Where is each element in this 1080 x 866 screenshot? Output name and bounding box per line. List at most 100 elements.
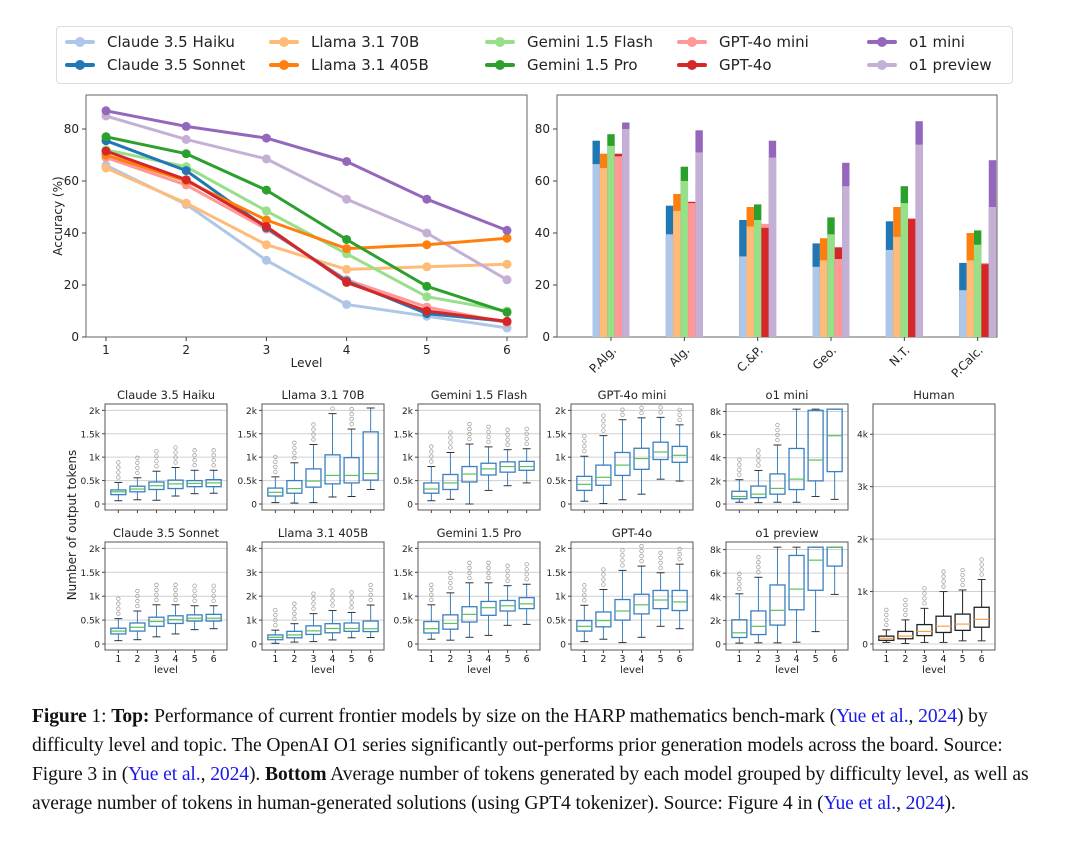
outlier [448, 585, 453, 590]
legend-line-marker-icon [867, 37, 897, 47]
outlier [505, 578, 510, 583]
outlier [429, 587, 434, 592]
citation-link[interactable]: Yue et al. [823, 793, 897, 814]
outlier [429, 454, 434, 459]
x-axis-label: level [311, 665, 335, 676]
y-tick-label: 0 [251, 501, 257, 511]
outlier [524, 436, 529, 441]
series-line [105, 149, 508, 323]
outlier [154, 597, 159, 602]
bar-group-p-alg- [592, 122, 630, 337]
x-tick-label: P.Calc. [949, 343, 986, 380]
panel-title: o1 mini [766, 388, 809, 402]
outlier [116, 465, 121, 470]
outlier [467, 436, 472, 442]
y-tick-label: 0.5k [80, 617, 100, 627]
series-line [105, 166, 508, 271]
x-tick-label: 6 [677, 654, 683, 665]
outlier [116, 475, 121, 480]
outlier [349, 416, 354, 422]
outlier [737, 457, 742, 462]
outlier [737, 581, 742, 586]
outlier [903, 612, 908, 618]
x-axis-label: level [775, 665, 799, 676]
box [480, 600, 497, 616]
outlier [922, 591, 927, 596]
outlier [524, 567, 529, 572]
x-tick-label: 5 [505, 654, 511, 665]
x-tick-label: 3 [921, 654, 927, 665]
legend-item: Gemini 1.5 Flash [485, 33, 653, 51]
outlier [620, 558, 625, 563]
data-point [181, 166, 191, 176]
x-tick-label: 4 [343, 343, 351, 357]
legend-line-marker-icon [677, 37, 707, 47]
x-tick-label: 2 [134, 654, 140, 665]
bar [607, 145, 615, 337]
citation-year-link[interactable]: 2024 [210, 764, 249, 785]
outlier [620, 553, 625, 558]
box [788, 554, 805, 611]
outlier [429, 582, 434, 587]
citation-link[interactable]: Yue et al. [836, 706, 909, 727]
box [614, 451, 631, 477]
outlier [486, 434, 491, 440]
outlier [524, 426, 529, 431]
outlier [116, 596, 121, 601]
outlier [775, 437, 780, 443]
y-tick-label: 0 [251, 641, 257, 651]
outlier [116, 470, 121, 475]
citation-year-link[interactable]: 2024 [905, 793, 945, 814]
outlier [903, 602, 908, 608]
citation-year-link[interactable]: 2024 [918, 706, 957, 727]
bar [680, 181, 689, 337]
box [518, 596, 535, 610]
x-tick-label: 2 [291, 654, 297, 665]
outlier [486, 570, 491, 575]
figure-caption: Figure 1: Top: Performance of current fr… [32, 706, 1029, 814]
outlier [505, 437, 510, 442]
outlier [884, 607, 889, 612]
series-line [105, 109, 508, 232]
y-tick-label: 0 [560, 641, 566, 651]
outlier [292, 455, 297, 460]
data-point [422, 292, 432, 302]
outlier [505, 442, 510, 447]
citation-link[interactable]: Yue et al. [128, 764, 201, 785]
outlier [135, 470, 140, 475]
series-line [105, 135, 508, 314]
x-tick-label: 2 [755, 654, 761, 665]
bar [885, 249, 894, 337]
y-tick-label: 1k [555, 593, 567, 603]
data-point [502, 233, 512, 243]
box-panel-claude-3-5-sonnet: Claude 3.5 Sonnet 0 0.5k 1k 1.5k 2k 1 2 3 4 5 6 leve… [80, 526, 228, 676]
y-tick-label: 4k [710, 593, 722, 603]
plot-frame [261, 403, 385, 511]
outlier [524, 562, 529, 567]
plot-frame [725, 541, 849, 651]
box-panel-gpt-4o: GPT-4o 0 0.5k 1k 1.5k 2k 1 2 3 4 5 6 level [546, 526, 694, 676]
data-point [422, 262, 432, 272]
series-line [105, 114, 508, 282]
outlier [368, 597, 373, 603]
y-tick-label: 0 [560, 501, 566, 511]
outlier [979, 572, 984, 577]
x-axis-label: level [620, 665, 644, 676]
bar [753, 220, 762, 337]
outlier [756, 570, 761, 575]
box [807, 409, 824, 482]
y-tick-label: 8k [710, 408, 722, 418]
outlier [486, 429, 491, 435]
legend-line-marker-icon [65, 60, 95, 70]
box [343, 622, 360, 632]
x-tick-label: 6 [503, 343, 511, 357]
outlier [467, 426, 472, 432]
outlier [467, 570, 472, 575]
box [807, 546, 824, 591]
x-tick-label: 5 [349, 654, 355, 665]
legend-line-marker-icon [677, 60, 707, 70]
box [442, 614, 459, 630]
outlier [173, 587, 178, 592]
x-tick-label: 5 [192, 654, 198, 665]
box [362, 431, 379, 481]
